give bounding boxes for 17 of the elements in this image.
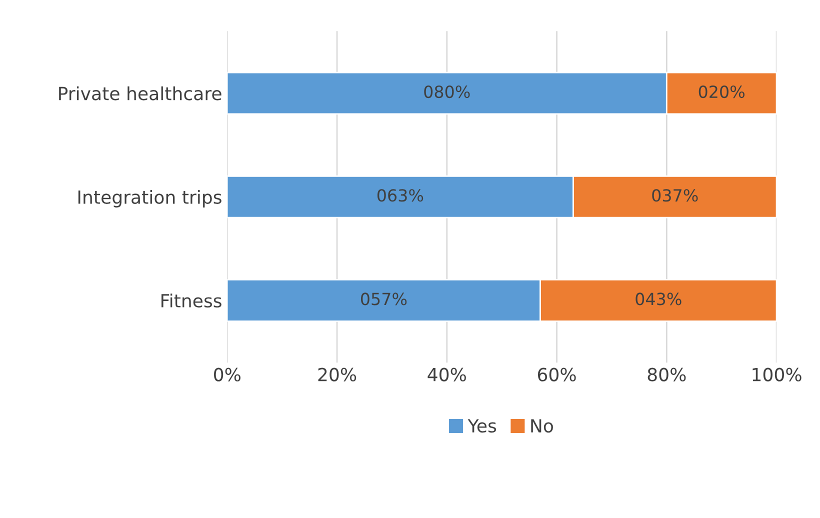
data-label: 080%: [424, 85, 470, 98]
x-tick-label: 100%: [752, 368, 802, 382]
legend-label: Yes: [468, 419, 496, 433]
data-label: 057%: [360, 292, 407, 306]
x-tick-label: 80%: [648, 368, 686, 382]
x-tick-label: 0%: [214, 368, 240, 382]
data-label: 063%: [377, 189, 424, 202]
legend-label: No: [531, 419, 553, 433]
x-tick-label: 40%: [428, 368, 466, 382]
data-label: 037%: [652, 189, 698, 202]
y-tick-label: Private healthcare: [59, 86, 222, 100]
y-tick-label: Fitness: [162, 294, 222, 308]
data-label: 043%: [636, 292, 682, 306]
y-tick-label: Integration trips: [78, 190, 222, 208]
x-tick-label: 60%: [538, 368, 576, 382]
data-label: 020%: [698, 85, 745, 98]
x-tick-label: 20%: [318, 368, 356, 382]
